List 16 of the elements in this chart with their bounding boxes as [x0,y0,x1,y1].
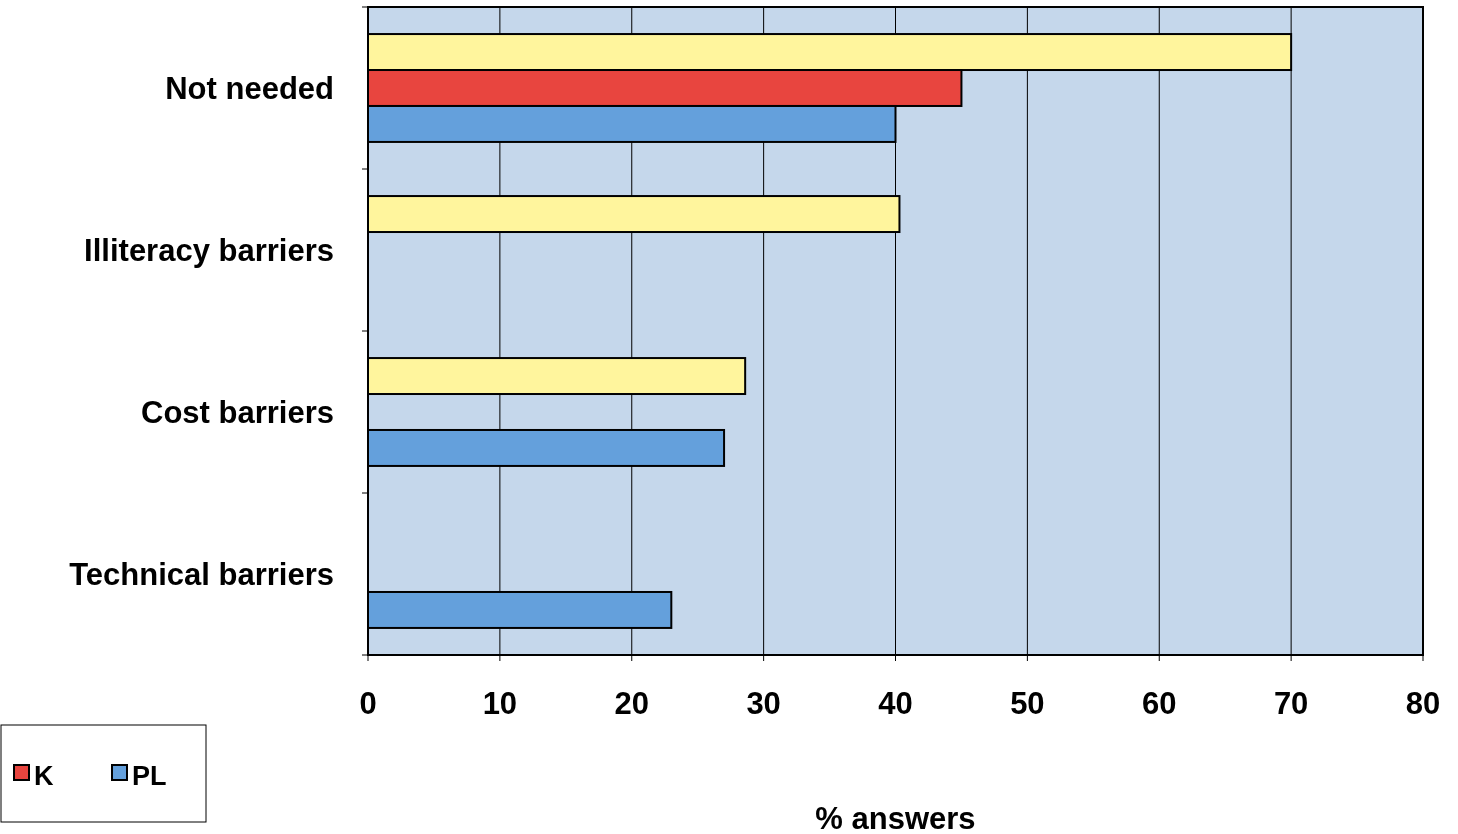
x-tick-label: 10 [482,686,518,721]
x-tick-label: 50 [1010,686,1045,721]
x-tick-label: 40 [878,686,913,721]
x-tick-label: 80 [1405,686,1441,721]
x-tick-label: 70 [1273,686,1309,721]
legend-label: K [34,761,54,791]
x-axis-title: % answers [815,801,976,834]
y-tick-label: Cost barriers [141,395,334,430]
y-tick-label: Not needed [165,71,334,106]
x-tick-label: 30 [746,686,781,721]
y-tick-label: Technical barriers [69,557,334,592]
x-tick-label: 60 [1142,686,1177,721]
x-tick-label: 0 [359,686,377,721]
legend-label: PL [132,761,167,791]
y-tick-label: Illiteracy barriers [84,233,334,268]
x-tick-label: 20 [614,686,649,721]
